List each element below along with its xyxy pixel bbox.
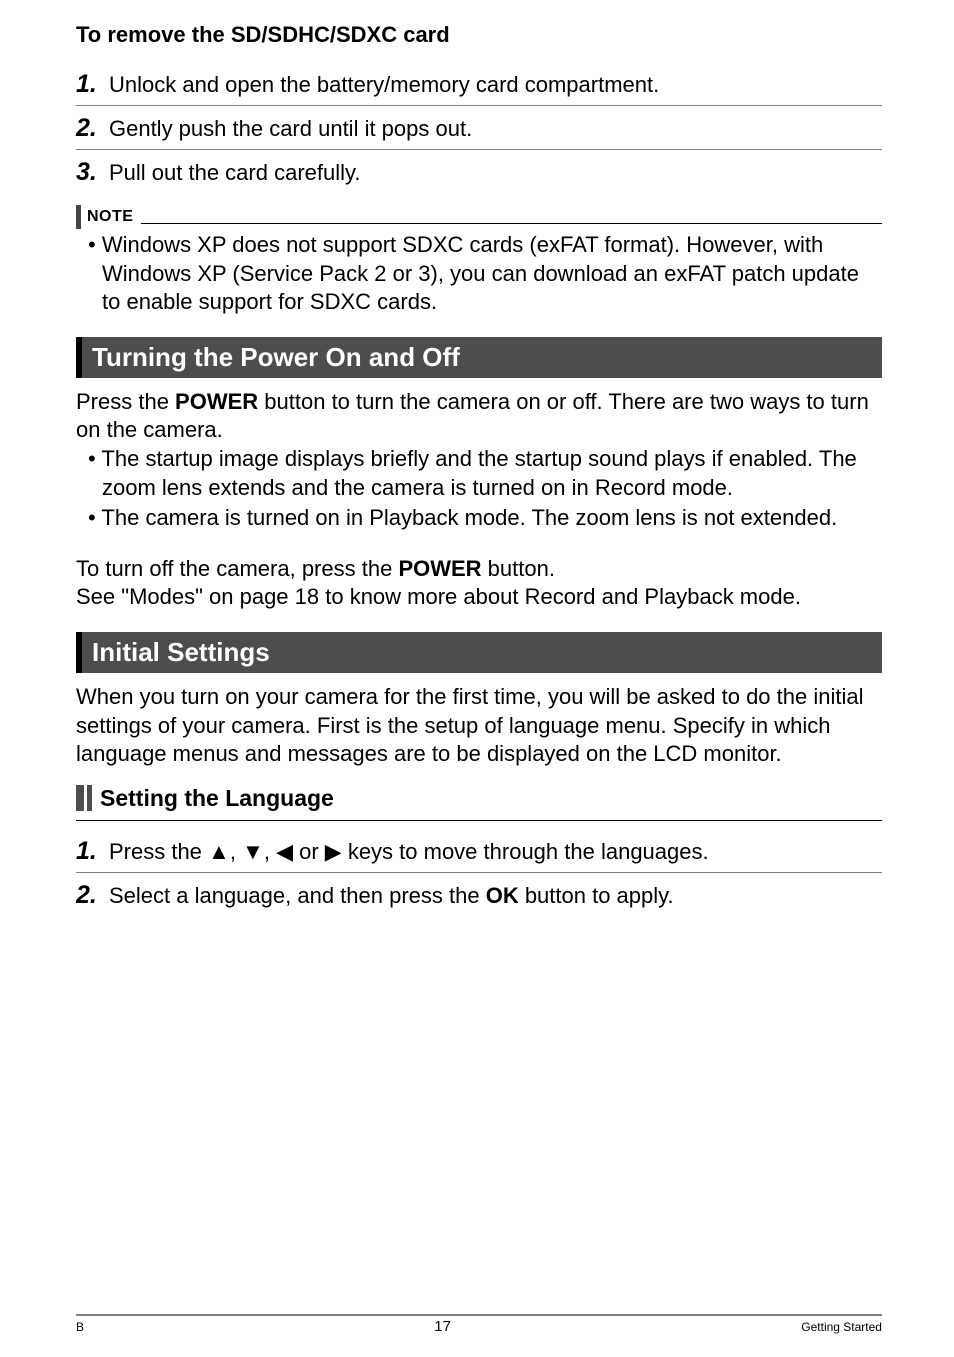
sub-bar-icon xyxy=(87,785,92,811)
step-text: Unlock and open the battery/memory card … xyxy=(109,72,659,97)
sub-section-rule xyxy=(76,820,882,821)
text-fragment: button. xyxy=(482,556,555,581)
power-bullet-1: The startup image displays briefly and t… xyxy=(76,445,882,502)
sub-bar-icon xyxy=(76,785,84,811)
step-text: Pull out the card carefully. xyxy=(109,160,361,185)
step-3: 3. Pull out the card carefully. xyxy=(76,152,882,191)
down-arrow-icon: ▼ xyxy=(242,839,264,864)
page: To remove the SD/SDHC/SDXC card 1. Unloc… xyxy=(0,0,954,1357)
text-fragment: button to apply. xyxy=(519,883,674,908)
note-label: NOTE xyxy=(87,208,133,226)
section-power-heading: Turning the Power On and Off xyxy=(76,337,882,378)
note-rule xyxy=(141,223,882,224)
initial-text: When you turn on your camera for the fir… xyxy=(76,683,882,769)
step-number: 2. xyxy=(76,114,97,143)
text-fragment: Press the xyxy=(76,389,175,414)
text-fragment: keys to move through the languages. xyxy=(342,839,709,864)
power-off-text: To turn off the camera, press the POWER … xyxy=(76,555,882,584)
bold-power: POWER xyxy=(398,556,481,581)
sub-section-header: Setting the Language xyxy=(76,785,882,812)
step-number: 1. xyxy=(76,837,97,866)
step-separator xyxy=(76,872,882,873)
footer-left: B xyxy=(76,1320,84,1334)
bold-power: POWER xyxy=(175,389,258,414)
sub-section-title: Setting the Language xyxy=(100,785,334,812)
power-intro: Press the POWER button to turn the camer… xyxy=(76,388,882,445)
step-text: Gently push the card until it pops out. xyxy=(109,116,472,141)
up-arrow-icon: ▲ xyxy=(208,839,230,864)
lang-step-1: 1. Press the ▲, ▼, ◀ or ▶ keys to move t… xyxy=(76,831,882,870)
power-bullet-2: The camera is turned on in Playback mode… xyxy=(76,504,882,533)
right-arrow-icon: ▶ xyxy=(325,839,342,864)
text-fragment: Press the xyxy=(109,839,208,864)
step-2: 2. Gently push the card until it pops ou… xyxy=(76,108,882,147)
bold-ok: OK xyxy=(486,883,519,908)
power-see-text: See "Modes" on page 18 to know more abou… xyxy=(76,583,882,612)
text-fragment: or xyxy=(293,839,325,864)
step-separator xyxy=(76,105,882,106)
text-fragment: Select a language, and then press the xyxy=(109,883,486,908)
page-number: 17 xyxy=(434,1318,451,1335)
step-number: 3. xyxy=(76,158,97,187)
step-1: 1. Unlock and open the battery/memory ca… xyxy=(76,64,882,103)
footer-row: B 17 Getting Started xyxy=(76,1318,882,1335)
note-bar-icon xyxy=(76,205,81,229)
page-footer: B 17 Getting Started xyxy=(76,1314,882,1335)
note-header: NOTE xyxy=(76,205,882,229)
step-number: 2. xyxy=(76,881,97,910)
spacer xyxy=(76,535,882,555)
step-number: 1. xyxy=(76,70,97,99)
text-fragment: To turn off the camera, press the xyxy=(76,556,398,581)
step-separator xyxy=(76,149,882,150)
remove-card-heading: To remove the SD/SDHC/SDXC card xyxy=(76,22,882,48)
lang-step-2: 2. Select a language, and then press the… xyxy=(76,875,882,914)
note-bullet: Windows XP does not support SDXC cards (… xyxy=(76,231,882,317)
section-initial-heading: Initial Settings xyxy=(76,632,882,673)
footer-right: Getting Started xyxy=(801,1320,882,1334)
left-arrow-icon: ◀ xyxy=(276,839,293,864)
footer-rule xyxy=(76,1314,882,1316)
